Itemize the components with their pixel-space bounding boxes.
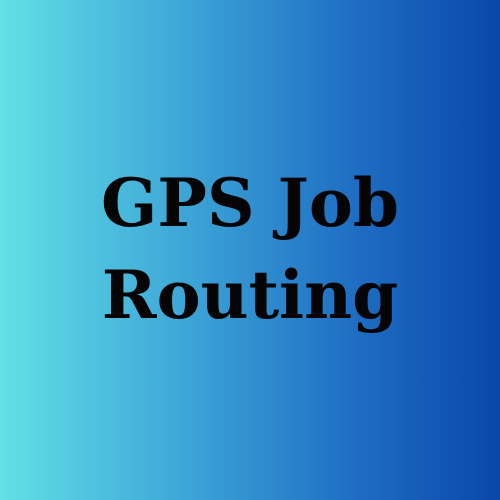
title-line-2: Routing: [101, 256, 399, 334]
title-line-1: GPS Job: [100, 164, 400, 242]
banner-title: GPS Job Routing: [101, 157, 399, 341]
